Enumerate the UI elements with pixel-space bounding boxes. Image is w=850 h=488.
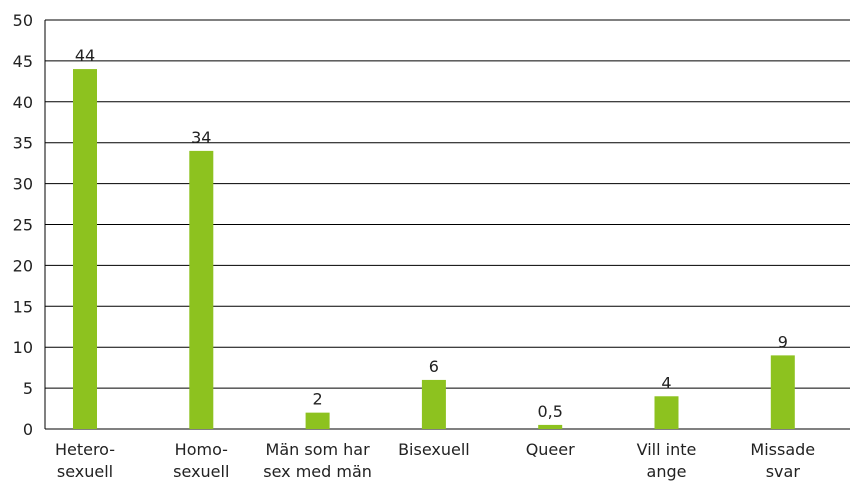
y-tick-label: 15: [13, 297, 33, 316]
value-label: 34: [191, 128, 211, 147]
value-label: 4: [661, 373, 671, 392]
bar: [538, 424, 563, 429]
y-tick-label: 20: [13, 256, 33, 275]
bar: [770, 355, 795, 429]
value-label: 2: [313, 390, 323, 409]
bar: [421, 379, 446, 429]
bar: [654, 396, 679, 429]
bar: [73, 69, 97, 429]
x-tick-label: Hetero-sexuell: [55, 440, 115, 481]
value-label: 0,5: [537, 402, 562, 421]
bar: [189, 150, 214, 429]
x-tick-label: Missade svar: [750, 440, 815, 481]
value-label: 9: [778, 332, 788, 351]
value-label: 44: [75, 46, 95, 65]
y-tick-label: 10: [13, 338, 33, 357]
bar: [305, 412, 330, 429]
y-tick-label: 45: [13, 52, 33, 71]
y-tick-label: 40: [13, 93, 33, 112]
x-tick-label: Vill inte ange: [637, 440, 697, 481]
x-tick-label: Bisexuell: [398, 440, 470, 459]
value-label: 6: [429, 357, 439, 376]
x-tick-label: Homo-sexuell: [173, 440, 229, 481]
y-tick-label: 35: [13, 134, 33, 153]
x-tick-label: Män som har sex med män: [263, 440, 372, 481]
y-tick-label: 5: [23, 379, 33, 398]
y-tick-label: 25: [13, 216, 33, 235]
y-tick-label: 50: [13, 11, 33, 30]
y-tick-label: 30: [13, 175, 33, 194]
x-tick-label: Queer: [526, 440, 575, 459]
y-tick-label: 0: [23, 420, 33, 439]
